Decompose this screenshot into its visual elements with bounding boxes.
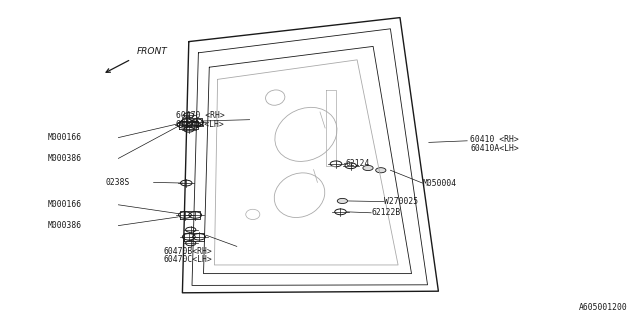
Text: M000166: M000166 [48, 133, 82, 142]
Text: M000386: M000386 [48, 154, 82, 163]
Text: 60470B<RH>: 60470B<RH> [163, 247, 212, 256]
Text: 62124: 62124 [346, 159, 370, 168]
Text: FRONT: FRONT [136, 47, 167, 56]
Text: M000166: M000166 [48, 200, 82, 209]
Circle shape [376, 168, 386, 173]
Text: 60410 <RH>: 60410 <RH> [470, 135, 519, 144]
Text: W270025: W270025 [384, 197, 418, 206]
Text: M050004: M050004 [422, 179, 456, 188]
Text: 60410A<LH>: 60410A<LH> [470, 144, 519, 153]
Text: 60470A<LH>: 60470A<LH> [176, 120, 225, 129]
Circle shape [363, 165, 373, 171]
Circle shape [337, 198, 348, 204]
Text: A605001200: A605001200 [579, 303, 627, 312]
Text: 62122B: 62122B [371, 208, 401, 217]
Text: 60470 <RH>: 60470 <RH> [176, 111, 225, 120]
Text: 60470C<LH>: 60470C<LH> [163, 255, 212, 264]
Text: M000386: M000386 [48, 221, 82, 230]
Text: 0238S: 0238S [106, 178, 130, 187]
